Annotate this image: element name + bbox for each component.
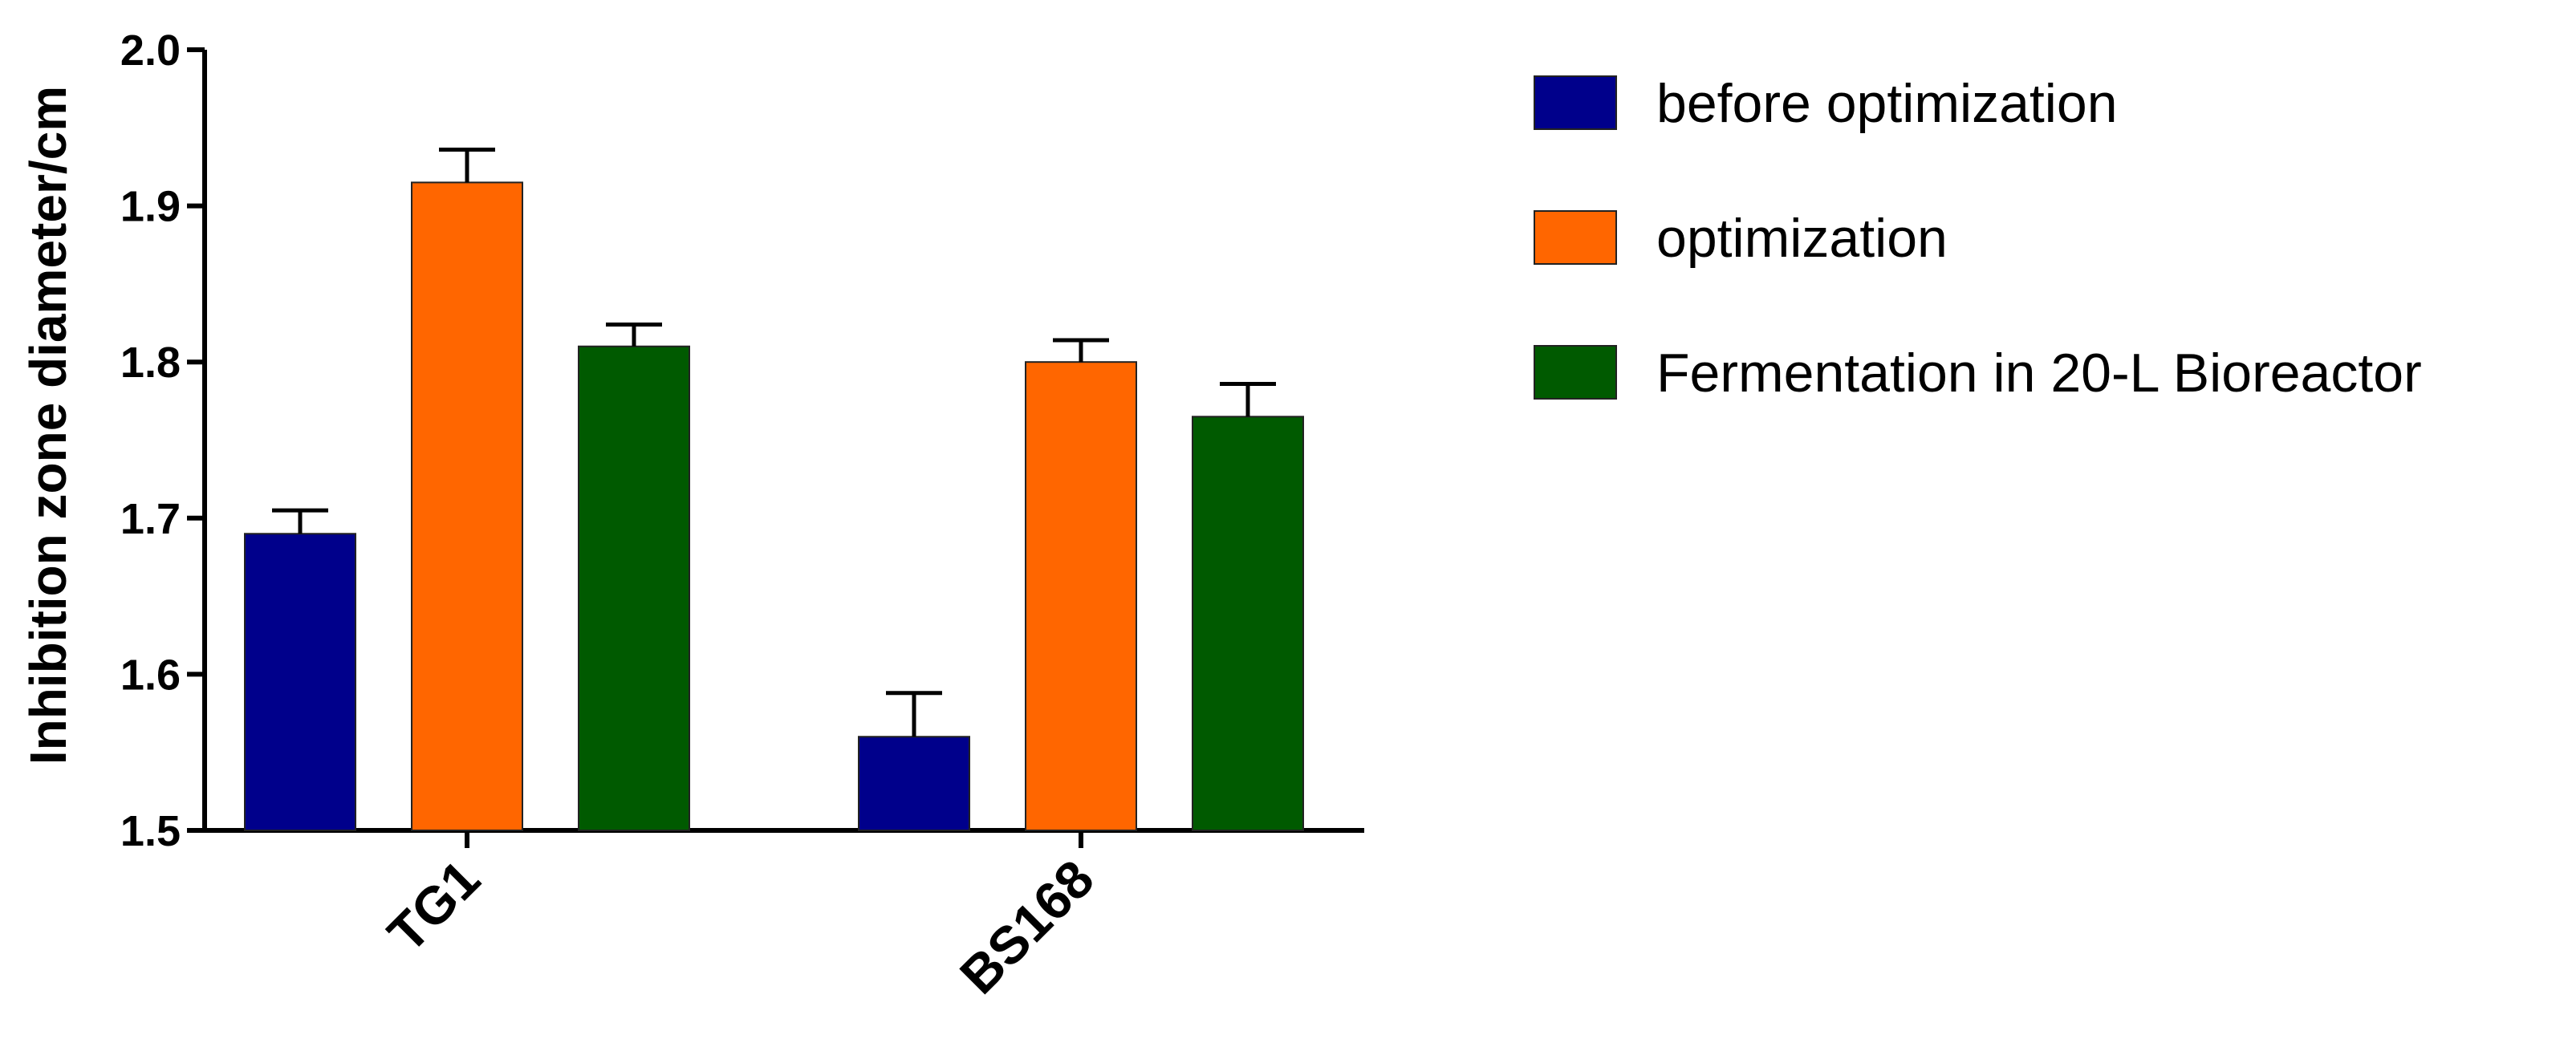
legend-label-2: optimization	[1656, 208, 1948, 269]
y-tick-label: 1.8	[120, 339, 181, 387]
bars	[244, 181, 1304, 832]
x-axis	[202, 828, 1364, 848]
error-bars	[272, 148, 1276, 737]
y-axis: 1.5 1.6 1.7 1.8 1.9 2.0	[120, 26, 207, 855]
y-axis-label: Inhibition zone diameter/cm	[19, 86, 77, 765]
y-tick-label: 1.9	[120, 183, 181, 231]
bar-bs168-2	[1025, 361, 1137, 831]
legend: before optimization optimization Fermentat…	[1534, 73, 2422, 404]
legend-label-1: before optimization	[1656, 73, 2118, 134]
x-tick-label-tg1: TG1	[376, 849, 491, 964]
y-tick-label: 1.6	[120, 651, 181, 699]
bar-tg1-2	[411, 181, 523, 832]
bar-bs168-3	[1192, 416, 1304, 831]
x-tick-labels: TG1 BS168	[376, 849, 1105, 1005]
y-tick-label: 1.7	[120, 495, 181, 543]
y-tick-label: 2.0	[120, 26, 181, 75]
bar-tg1-3	[578, 345, 690, 831]
legend-swatch-1	[1534, 75, 1617, 130]
legend-label-3: Fermentation in 20-L Bioreactor	[1656, 343, 2422, 404]
bar-bs168-1	[858, 736, 970, 831]
x-tick-label-bs168: BS168	[949, 849, 1105, 1005]
legend-swatch-3	[1534, 345, 1617, 400]
y-tick-label: 1.5	[120, 807, 181, 855]
legend-swatch-2	[1534, 210, 1617, 265]
bar-tg1-1	[244, 533, 356, 831]
